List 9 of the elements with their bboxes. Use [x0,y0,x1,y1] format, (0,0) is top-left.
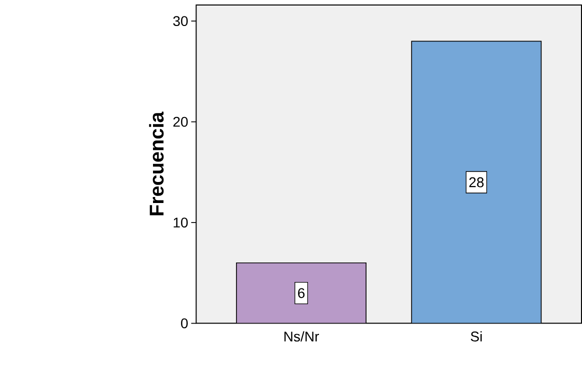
x-tick-label: Ns/Nr [284,331,319,342]
y-tick-label: 0 [181,318,188,328]
y-axis-title: Frecuencia [149,112,164,216]
x-tick-label: Si [470,331,482,342]
data-label: 6 [298,288,305,298]
y-tick-label: 20 [173,116,188,127]
y-tick-label: 10 [174,218,188,228]
data-label: 28 [469,177,484,188]
y-tick-label: 30 [173,16,188,26]
